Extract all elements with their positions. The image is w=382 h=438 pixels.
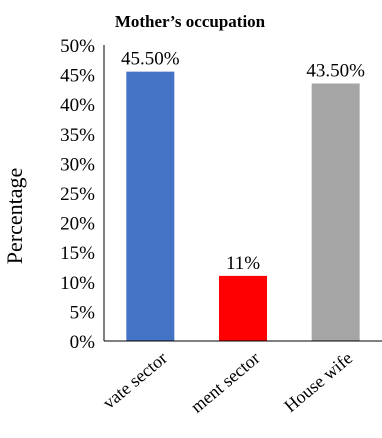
x-tick-label: House wife (280, 348, 356, 416)
y-tick-label: 40% (60, 95, 95, 116)
data-label: 43.50% (306, 60, 365, 81)
axes (103, 45, 382, 342)
x-axis-labels: vate sector ment sector House wife (99, 348, 357, 417)
y-tick-label: 35% (60, 125, 95, 146)
y-axis-label: Percentage (2, 168, 27, 265)
y-tick-label: 10% (60, 273, 95, 294)
bar (311, 83, 360, 341)
y-tick-label: 5% (70, 302, 96, 323)
x-tick-label: ment sector (187, 348, 264, 417)
x-tick-label: vate sector (99, 348, 171, 413)
y-tick-label: 50% (60, 36, 95, 57)
y-tick-label: 0% (70, 332, 96, 353)
y-tick-label: 25% (60, 184, 95, 205)
data-label: 45.50% (121, 49, 180, 70)
data-label: 11% (226, 253, 260, 274)
data-labels: 45.50% 11% 43.50% (121, 49, 365, 274)
chart-title: Mother’s occupation (115, 12, 266, 31)
y-tick-label: 30% (60, 154, 95, 175)
bar (126, 71, 175, 341)
y-tick-label: 15% (60, 243, 95, 264)
y-tick-label: 45% (60, 66, 95, 87)
y-axis-ticks: 0% 5% 10% 15% 20% 25% 30% 35% 40% 45% 50% (60, 36, 95, 353)
y-tick-label: 20% (60, 214, 95, 235)
bar (219, 275, 267, 341)
bars (126, 71, 360, 341)
